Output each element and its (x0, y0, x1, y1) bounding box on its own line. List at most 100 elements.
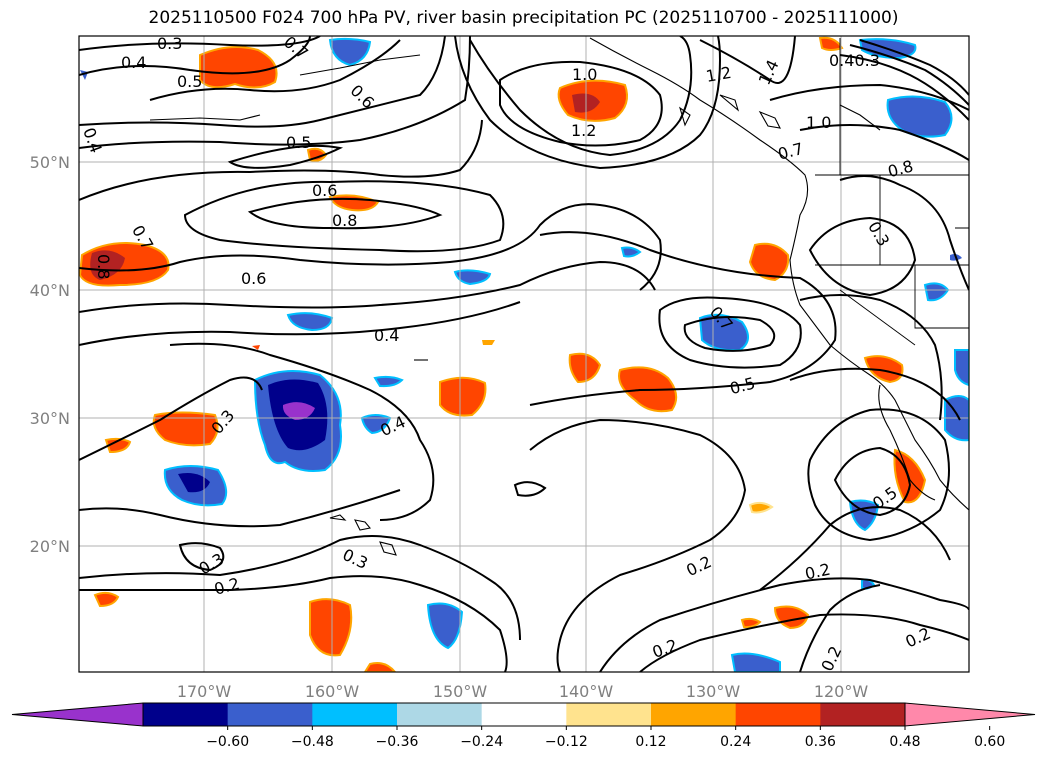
pv-contour (499, 60, 663, 147)
colorbar-segment (566, 703, 652, 726)
lat-label: 20°N (30, 537, 70, 556)
pv-contour (149, 39, 401, 101)
pv-contour (79, 119, 483, 201)
lon-label: 160°W (305, 682, 360, 701)
colorbar-tick-label: 0.60 (974, 734, 1005, 750)
precip-negative-region (730, 652, 781, 672)
pv-contour (683, 316, 776, 352)
pv-contour (169, 342, 435, 521)
pv-contour (529, 231, 837, 406)
precip-shading (79, 36, 969, 672)
pv-contour (658, 296, 802, 369)
pv-contour (79, 260, 656, 313)
pv-contour (759, 506, 951, 591)
precip-positive-region (152, 411, 219, 447)
political-borders (815, 38, 969, 346)
contour-label: 1.2 (571, 121, 596, 140)
pv-contour (79, 575, 508, 672)
precip-negative-region (178, 473, 210, 493)
precip-positive-region (748, 501, 774, 514)
precip-positive-region (309, 598, 353, 657)
lat-label: 50°N (30, 153, 70, 172)
lat-label: 30°N (30, 409, 70, 428)
precip-negative-region (886, 95, 953, 138)
colorbar-segment (651, 703, 737, 726)
pv-contour (808, 216, 917, 297)
lon-label: 120°W (814, 682, 869, 701)
colorbar-tick-label: −0.12 (545, 734, 588, 750)
precip-positive-region (863, 355, 904, 384)
pv-contour (513, 481, 547, 497)
colorbar-segment (481, 703, 567, 726)
colorbar-tick-label: −0.24 (460, 734, 503, 750)
precip-negative-region (328, 37, 372, 67)
pv-contour (799, 294, 943, 421)
precip-negative-region (620, 246, 642, 258)
pv-contour (807, 408, 950, 542)
pv-contour (839, 175, 969, 291)
pv-contour (183, 180, 505, 253)
pv-contour (699, 36, 796, 85)
contour-label: 0.3 (157, 34, 182, 53)
pv-contour (529, 418, 747, 672)
pv-contour (79, 203, 662, 291)
pv-contour (79, 301, 521, 346)
map-background (79, 36, 969, 672)
colorbar-tick-label: −0.60 (206, 734, 249, 750)
colorbar-tick-label: 0.24 (720, 734, 751, 750)
lat-label: 40°N (30, 281, 70, 300)
latitude-labels: 50°N 40°N 30°N 20°N (30, 153, 70, 556)
contour-label: 0.8 (94, 254, 113, 279)
pv-contour (79, 36, 321, 51)
pv-contour (178, 542, 225, 572)
pv-contour (79, 376, 263, 461)
pv-contour (599, 577, 969, 672)
contour-label: 0.6 (312, 181, 337, 200)
precip-negative-region (426, 602, 464, 650)
lon-label: 130°W (686, 682, 741, 701)
contour-label: 0.5 (177, 72, 202, 91)
colorbar-tick-label: 0.48 (889, 734, 920, 750)
precip-positive-region (90, 250, 125, 280)
pv-contour (454, 36, 722, 170)
precip-positive-region (363, 662, 397, 672)
gridlines (79, 36, 969, 672)
contour-label: 0.6 (241, 269, 266, 288)
contour-label: 1.0 (572, 65, 597, 84)
pv-contour (79, 36, 471, 149)
lon-label: 150°W (433, 682, 488, 701)
contour-label: 0.4 (121, 53, 146, 72)
colorbar-tick-label: −0.48 (291, 734, 334, 750)
precip-positive-region (199, 45, 278, 89)
pv-contour (79, 489, 401, 528)
pv-contour (79, 535, 521, 641)
precip-negative-region (698, 313, 749, 352)
precip-positive-region (818, 36, 844, 51)
pv-contours (79, 36, 969, 672)
colorbar-segment (143, 703, 229, 726)
precip-negative-region (360, 414, 392, 435)
colorbar-frame (142, 702, 906, 727)
lon-label: 140°W (559, 682, 614, 701)
pv-contour (849, 44, 969, 106)
pv-contour (859, 39, 969, 96)
pv-contour (227, 144, 344, 169)
map-frame (78, 35, 970, 673)
colorbar-tick-label: 0.12 (635, 734, 666, 750)
precip-positive-region (568, 352, 602, 384)
pv-contour (833, 446, 912, 517)
contour-label: 0.4 (374, 326, 399, 345)
pv-contour (799, 584, 881, 672)
colorbar-tick-label: −0.36 (376, 734, 419, 750)
precip-negative-region (282, 402, 315, 420)
contour-label: 1.0 (806, 113, 831, 132)
precip-positive-region (252, 345, 260, 350)
precip-negative-region (286, 312, 334, 332)
contour-label: 0.8 (332, 211, 357, 230)
pv-contour (247, 197, 443, 230)
contour-label: 0.5 (286, 133, 311, 152)
colorbar-segment (397, 703, 483, 726)
colorbar-tick-label: 0.36 (805, 734, 836, 750)
colorbar-extend-min (11, 702, 144, 727)
